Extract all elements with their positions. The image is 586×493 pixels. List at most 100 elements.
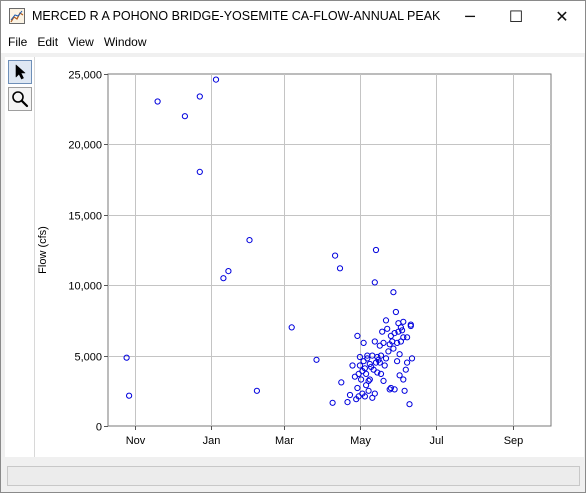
data-point[interactable] [363,370,370,377]
data-point[interactable] [338,379,345,386]
data-point[interactable] [408,355,416,362]
data-point[interactable] [332,252,339,259]
y-tick-label: 20,000 [68,140,102,152]
x-tick-label: Sep [504,435,524,447]
scatter-chart[interactable]: 0 5,000 10,000 15,000 20,000 25,000 Nov Jan Mar M… [35,57,584,457]
y-tick-label: 15,000 [68,211,102,223]
x-tick-label: Nov [126,435,146,447]
data-point[interactable] [391,330,398,337]
maximize-button[interactable]: ☐ [508,7,524,26]
x-tick-label: May [350,435,371,447]
data-point[interactable] [385,348,392,355]
data-point[interactable] [365,387,372,394]
data-point[interactable] [364,355,371,362]
data-point[interactable] [404,359,411,366]
menu-file[interactable]: File [8,35,28,49]
data-point[interactable] [196,168,203,176]
y-tick-label: 0 [96,422,102,434]
data-point[interactable] [371,279,378,286]
data-point[interactable] [360,339,367,346]
data-point[interactable] [346,391,354,399]
data-point[interactable] [123,354,130,361]
data-point[interactable] [366,376,373,383]
data-point[interactable] [196,93,203,100]
data-point[interactable] [391,386,398,393]
data-point[interactable] [154,98,161,105]
data-point[interactable] [356,353,363,361]
data-point[interactable] [336,265,344,272]
data-point[interactable] [402,366,409,373]
data-point[interactable] [365,377,372,384]
data-point[interactable] [379,328,386,335]
data-point[interactable] [394,339,401,346]
data-point[interactable] [246,237,253,244]
data-point[interactable] [380,339,387,346]
data-point[interactable] [253,387,260,394]
data-point[interactable] [366,360,373,368]
data-point[interactable] [220,275,227,282]
data-point[interactable] [382,355,390,362]
data-point[interactable] [401,387,408,394]
x-tick-label: Jan [203,435,221,447]
status-bar [7,466,580,486]
data-point[interactable] [376,359,383,366]
pointer-tool-button[interactable] [8,60,32,84]
data-point[interactable] [382,317,390,324]
data-point[interactable] [390,289,397,296]
data-point[interactable] [396,351,403,358]
y-tick-label: 10,000 [68,281,102,293]
menu-edit[interactable]: Edit [37,35,59,49]
data-point[interactable] [361,393,368,400]
data-point[interactable] [377,352,385,359]
data-point[interactable] [392,308,399,316]
data-point[interactable] [387,384,394,392]
data-point[interactable] [406,401,413,408]
data-point[interactable] [358,376,365,383]
data-point[interactable] [361,365,368,372]
data-point[interactable] [344,399,351,406]
data-point[interactable] [394,358,401,365]
data-point[interactable] [371,338,378,345]
data-point[interactable] [404,334,411,341]
magnifier-zoom-icon [12,91,29,108]
data-point[interactable] [288,324,295,331]
menu-view[interactable]: View [68,35,94,49]
data-point[interactable] [371,390,378,397]
data-point[interactable] [372,246,380,254]
data-point[interactable] [400,318,407,325]
data-point[interactable] [374,369,381,376]
data-point[interactable] [380,377,387,384]
data-point[interactable] [396,372,403,379]
data-point[interactable] [313,356,320,363]
data-point[interactable] [126,392,133,399]
data-point[interactable] [349,362,356,369]
data-point[interactable] [225,268,232,275]
data-point[interactable] [329,399,336,406]
data-point[interactable] [354,384,361,392]
close-button[interactable]: ✕ [555,7,569,26]
data-point[interactable] [354,332,361,339]
data-point[interactable] [400,376,407,383]
data-point[interactable] [377,370,385,377]
data-point[interactable] [356,362,363,369]
x-tick-label: Mar [275,435,294,447]
menu-bar: File Edit View Window [1,32,585,53]
data-point[interactable] [374,353,381,361]
data-point[interactable] [381,362,388,369]
data-point[interactable] [407,321,414,328]
data-point[interactable] [384,325,391,332]
data-point[interactable] [212,76,220,83]
title-bar[interactable]: MERCED R A POHONO BRIDGE-YOSEMITE CA-FLO… [1,1,585,32]
y-tick-label: 25,000 [68,70,102,82]
zoom-tool-button[interactable] [8,87,32,111]
data-point[interactable] [390,345,397,352]
data-point[interactable] [399,327,406,334]
data-point[interactable] [400,334,407,341]
plot-toolbar [5,57,35,457]
data-point[interactable] [397,324,404,331]
menu-window[interactable]: Window [103,35,147,49]
data-point[interactable] [181,113,188,120]
y-tick-label: 5,000 [74,352,102,364]
minimize-button[interactable]: ─ [465,7,475,26]
